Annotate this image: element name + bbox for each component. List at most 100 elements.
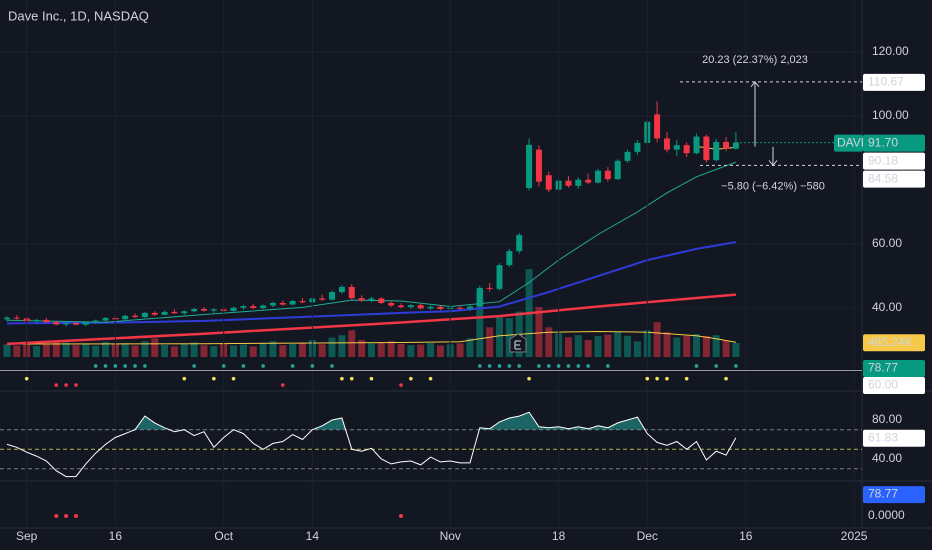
volume-bar [121, 343, 129, 357]
volume-bar [693, 333, 701, 357]
candle-body [663, 138, 670, 150]
x-tick-label: 16 [739, 529, 753, 543]
signal-dot [478, 364, 482, 368]
volume-bar [476, 290, 484, 357]
candle-body [654, 114, 661, 139]
candle-body [299, 301, 306, 303]
signal-dot [399, 383, 403, 387]
candle-body [338, 286, 345, 293]
moving-average [6, 241, 737, 325]
candle-body [595, 170, 602, 183]
volume-bar [732, 343, 740, 357]
signal-dot [103, 364, 108, 368]
earnings-marker [509, 333, 527, 353]
candle-body [102, 317, 109, 321]
volume-bar [358, 340, 366, 357]
candle-body [92, 320, 99, 323]
signal-dot [694, 364, 699, 368]
volume-bar [397, 343, 405, 357]
y-tick-label: 120.00 [872, 44, 909, 58]
plot-layer: Sep 16 Oct 14 Nov 18 Dec 16 2025 120.00 100.00 60.0… [0, 0, 925, 543]
signal-dot [684, 376, 689, 381]
candle-body [506, 251, 513, 266]
price-tag-label: 90.18 [868, 153, 898, 167]
candle-body [240, 306, 247, 308]
signal-dot [497, 364, 502, 368]
volume-bar [387, 341, 395, 357]
candle-body [151, 312, 158, 315]
signal-tag [863, 377, 925, 395]
signal-dot [123, 364, 127, 368]
volume-bar [101, 341, 109, 357]
signal-dot [487, 364, 492, 368]
volume-bar [683, 335, 691, 357]
signal-dot [113, 364, 118, 368]
x-tick-label: Sep [16, 529, 38, 543]
candle-body [122, 315, 129, 320]
signal-tag-label: 78.77 [868, 361, 898, 375]
price-tag-label: 84.58 [868, 171, 898, 185]
candle-body [526, 144, 533, 189]
x-tick-label: Oct [214, 529, 233, 543]
candle-body [279, 302, 286, 305]
signal-dot [665, 376, 669, 381]
rsi-tag [863, 429, 925, 447]
volume-bar [279, 345, 287, 357]
volume-bar [210, 346, 218, 357]
x-tick-label: 14 [306, 529, 320, 543]
volume-bar [624, 335, 632, 357]
x-tick-label: 2025 [841, 529, 868, 543]
candle-body [358, 298, 365, 301]
signal-dot [566, 364, 571, 368]
signal-dot [93, 364, 98, 368]
candle-body [437, 306, 444, 310]
volume-bar [3, 344, 11, 357]
earnings-glyph [514, 340, 521, 350]
volume-bar [42, 344, 50, 357]
candle-body [141, 312, 148, 318]
candle-body [575, 179, 582, 186]
oscillator-tag [863, 486, 925, 504]
volume-bar [13, 345, 21, 357]
signal-dot [143, 364, 147, 368]
candle-body [3, 317, 10, 320]
earnings-icon [509, 333, 527, 353]
price-tag [863, 170, 925, 188]
candle-body [516, 235, 523, 252]
signal-dot [586, 364, 590, 368]
volume-bar [348, 330, 356, 357]
candle-body [457, 307, 464, 309]
lower-panes [0, 0, 862, 528]
candle-body [72, 323, 79, 325]
chart-title: Dave Inc., 1D, NASDAQ [8, 8, 149, 23]
symbol-tag [834, 134, 863, 152]
signal-dot [74, 383, 78, 387]
signal-dot [241, 364, 246, 368]
volume-bar [131, 345, 139, 357]
signal-dot [546, 364, 551, 368]
measure-arrowhead [750, 81, 760, 88]
volume-bar [367, 343, 375, 357]
candle-body [378, 298, 385, 303]
price-tag [863, 134, 925, 152]
candle-body [43, 319, 50, 323]
volume-bar [545, 327, 553, 357]
volume-bar [338, 335, 346, 357]
x-tick-label: 16 [109, 529, 123, 543]
oscillator-tag-label: 78.77 [868, 487, 898, 501]
price-tag-label: 91.70 [868, 135, 898, 149]
candle-body [565, 180, 572, 186]
signal-dot [556, 364, 561, 368]
candle-body [604, 170, 611, 180]
measure-label: 20.23 (22.37%) 2,023 [702, 54, 808, 66]
candle-body [693, 136, 700, 154]
signal-dot [182, 376, 187, 381]
volume-bar [614, 332, 622, 357]
candle-body [585, 179, 592, 183]
volume-bar [535, 307, 543, 357]
candle-body [614, 160, 621, 180]
y-tick-label: 40.00 [872, 300, 902, 314]
signal-dot [606, 364, 610, 368]
